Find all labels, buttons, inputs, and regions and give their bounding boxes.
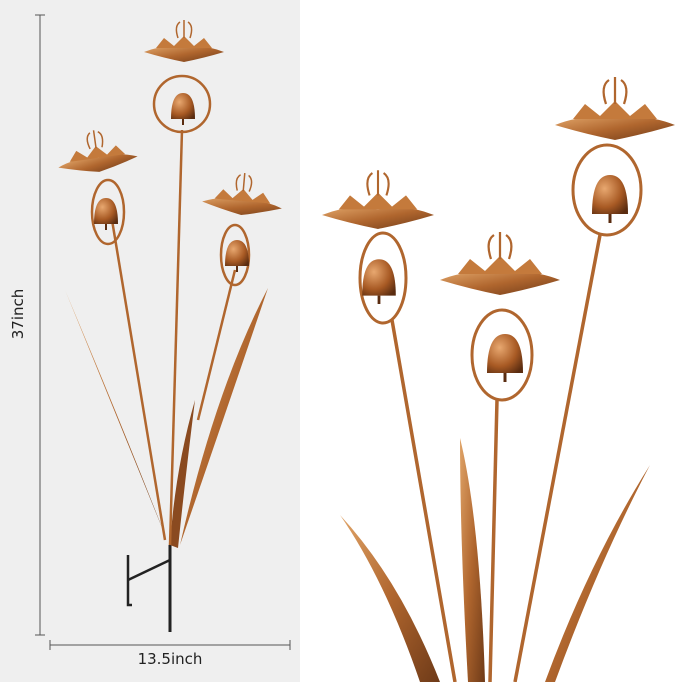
- product-full-view: [53, 19, 286, 632]
- height-dimension-line: [35, 14, 45, 636]
- height-label: 37inch: [9, 288, 27, 340]
- width-dimension-line: [49, 640, 291, 650]
- width-label: 13.5inch: [137, 650, 203, 668]
- product-closeup-view: [320, 75, 677, 682]
